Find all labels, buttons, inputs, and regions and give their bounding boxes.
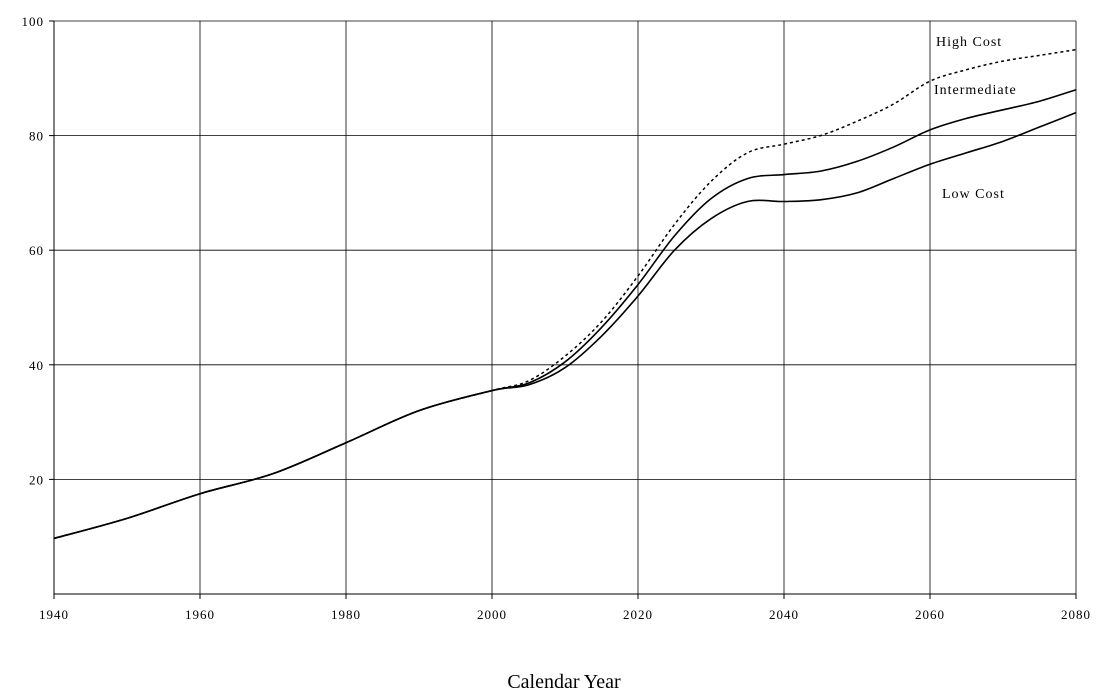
x-tick-label: 1960 <box>185 607 215 622</box>
series-label-intermediate: Intermediate <box>934 83 1017 98</box>
x-tick-label: 2060 <box>915 607 945 622</box>
series-label-low-cost: Low Cost <box>942 187 1005 202</box>
series-line-low-cost <box>53 111 1077 540</box>
series-label-high-cost: High Cost <box>936 35 1002 50</box>
y-tick-label: 60 <box>29 243 44 258</box>
x-tick-label: 1940 <box>39 607 69 622</box>
grid-lines <box>54 20 1077 594</box>
series-line-high-cost <box>53 48 1077 540</box>
x-tick-label: 2040 <box>769 607 799 622</box>
axes <box>49 20 1077 599</box>
y-tick-labels: 20 40 60 80 100 <box>22 14 45 487</box>
x-tick-labels: 1940 1960 1980 2000 2020 2040 2060 2080 <box>39 607 1091 622</box>
x-tick-label: 2080 <box>1061 607 1091 622</box>
y-tick-label: 100 <box>22 14 45 29</box>
x-axis-title: Calendar Year <box>507 671 621 690</box>
series-labels: High Cost Intermediate Low Cost <box>934 35 1017 202</box>
x-tick-label: 1980 <box>331 607 361 622</box>
series-line-intermediate <box>53 88 1077 540</box>
x-tick-label: 2000 <box>477 607 507 622</box>
y-tick-label: 20 <box>29 472 44 487</box>
series-lines <box>53 48 1077 540</box>
y-tick-label: 40 <box>29 358 44 373</box>
y-tick-label: 80 <box>29 129 44 144</box>
x-tick-label: 2020 <box>623 607 653 622</box>
